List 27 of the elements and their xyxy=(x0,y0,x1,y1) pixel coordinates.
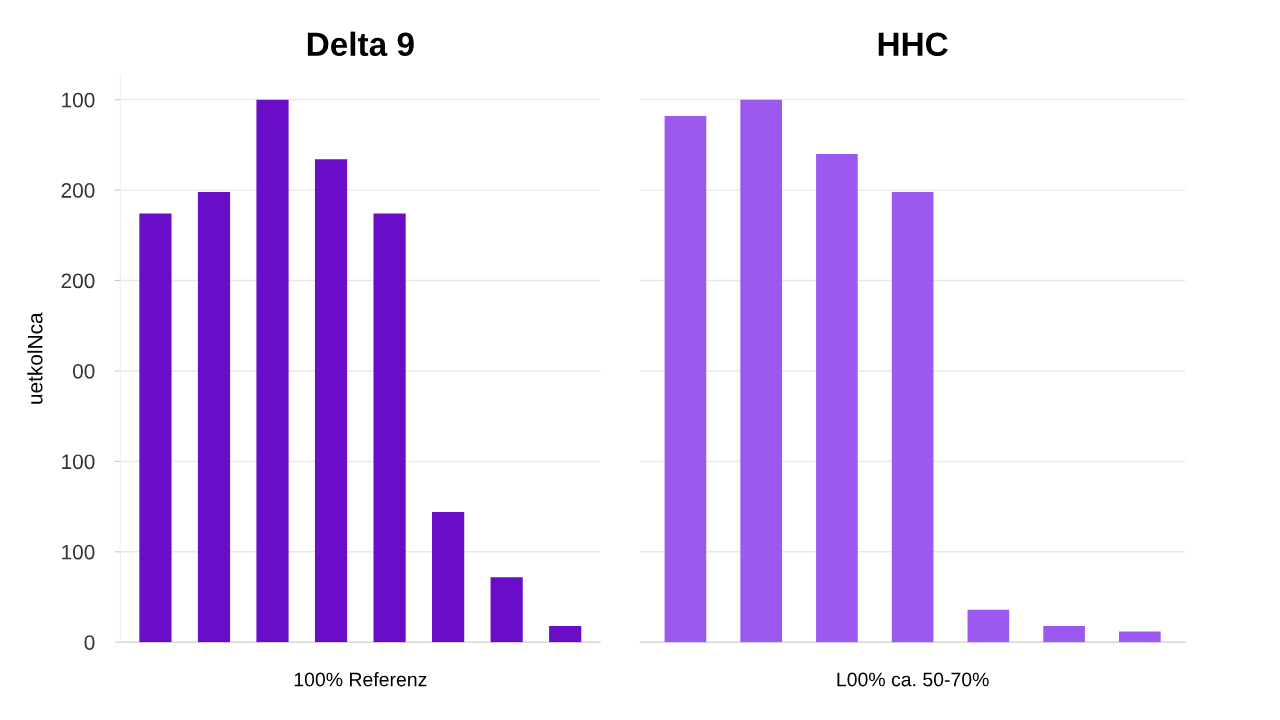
bar xyxy=(432,512,465,643)
text: 100 xyxy=(62,454,95,470)
y-axis-title: uetkolNca xyxy=(27,312,43,404)
text: 200 xyxy=(61,183,95,198)
text: 100 xyxy=(62,544,95,560)
text: 0 xyxy=(84,635,95,650)
bar xyxy=(891,191,934,643)
bar xyxy=(373,213,406,643)
chart-title: HHC xyxy=(878,32,948,57)
text: 100 xyxy=(62,92,95,108)
bar xyxy=(967,609,1010,643)
bar xyxy=(1119,631,1161,643)
bar xyxy=(490,577,523,643)
bar xyxy=(664,115,707,643)
bar xyxy=(139,213,172,643)
bar xyxy=(549,625,582,643)
x-axis-title: 100% Referenz xyxy=(294,672,427,687)
bar xyxy=(314,159,348,643)
text: 00 xyxy=(72,363,95,379)
bar xyxy=(256,99,289,643)
bar xyxy=(1043,625,1085,643)
bar xyxy=(740,99,782,643)
text: 200 xyxy=(61,273,95,289)
bar xyxy=(197,191,231,643)
x-axis-title: L00% ca. 50-70% xyxy=(837,672,989,687)
bar xyxy=(816,153,858,643)
chart-title: Delta 9 xyxy=(307,31,414,57)
